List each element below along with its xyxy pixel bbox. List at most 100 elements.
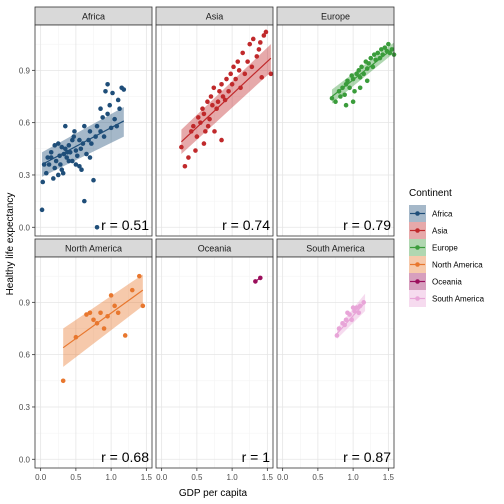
data-point <box>84 151 89 157</box>
data-point <box>107 102 113 108</box>
y-tick-label: 0.0 <box>19 223 31 232</box>
data-point <box>342 92 347 98</box>
data-point <box>77 137 82 143</box>
data-point <box>46 162 52 167</box>
data-point <box>70 137 75 143</box>
facet-strip-label-north-america: North America <box>65 244 122 254</box>
data-point <box>268 71 274 77</box>
data-point <box>91 317 96 323</box>
data-point <box>70 158 75 164</box>
correlation-label-asia: r = 0.74 <box>222 217 270 233</box>
data-point <box>40 179 46 185</box>
data-point <box>333 99 338 105</box>
data-point <box>259 75 265 80</box>
data-point <box>231 64 236 70</box>
legend-key-point <box>415 211 420 216</box>
regression-line-north-america <box>62 289 144 349</box>
data-point <box>345 78 350 84</box>
data-point <box>94 224 100 230</box>
data-point <box>87 155 93 160</box>
data-point <box>110 90 115 96</box>
data-point <box>382 45 388 50</box>
data-point <box>242 71 248 77</box>
facet-strip-label-asia: Asia <box>206 12 224 22</box>
data-point <box>112 303 117 309</box>
data-point <box>121 87 127 92</box>
data-point <box>66 158 72 164</box>
y-tick-label: 0.9 <box>19 66 31 75</box>
x-tick-label: 1.5 <box>262 473 274 482</box>
data-point <box>78 146 84 152</box>
data-point <box>122 333 128 338</box>
data-point <box>343 317 349 323</box>
data-point <box>233 76 238 82</box>
data-point <box>356 310 362 316</box>
data-point <box>45 155 50 160</box>
data-point <box>201 111 207 117</box>
data-point <box>334 333 340 338</box>
data-point <box>101 326 107 331</box>
data-point <box>261 33 267 38</box>
data-point <box>208 94 214 99</box>
regression-line-africa <box>41 120 125 166</box>
legend-label-north-america: North America <box>432 261 483 270</box>
x-tick-label: 0.0 <box>277 473 289 482</box>
x-tick-label: 0.0 <box>156 473 168 482</box>
facet-panel-africa: Africa r = 0.51 <box>34 6 153 237</box>
data-point <box>226 88 231 94</box>
legend-label-south-america: South America <box>432 295 485 304</box>
data-point <box>357 75 363 80</box>
legend-item-europe: Europe <box>409 239 458 256</box>
data-point <box>59 144 65 150</box>
data-point <box>364 78 370 84</box>
y-tick-label: 0.6 <box>19 351 31 360</box>
data-point <box>63 123 68 129</box>
data-point <box>52 165 58 171</box>
data-point <box>375 50 381 56</box>
data-point <box>39 207 45 213</box>
data-point <box>73 148 79 153</box>
data-point <box>82 123 87 129</box>
data-point <box>228 71 234 77</box>
data-point <box>43 170 49 176</box>
data-point <box>55 141 61 146</box>
data-point <box>186 155 191 160</box>
x-tick-label: 0.0 <box>35 473 47 482</box>
data-point <box>258 40 263 45</box>
data-point <box>64 155 70 160</box>
data-point <box>91 177 96 183</box>
data-point <box>77 163 82 169</box>
panel-border <box>276 24 395 237</box>
data-point <box>117 106 122 112</box>
data-point <box>140 303 146 309</box>
y-tick-label: 0.9 <box>19 298 31 307</box>
legend-label-asia: Asia <box>432 227 448 236</box>
data-point <box>82 198 87 204</box>
data-point <box>73 162 79 167</box>
data-point <box>105 81 110 87</box>
legend-key-point <box>415 296 420 301</box>
legend-label-oceania: Oceania <box>432 278 462 287</box>
data-point <box>205 123 211 129</box>
data-point <box>235 59 241 64</box>
data-point <box>179 144 184 150</box>
data-point <box>52 143 58 148</box>
data-point <box>329 95 335 101</box>
data-point <box>115 310 121 316</box>
facet-strip-label-south-america: South America <box>306 244 365 254</box>
panel-border <box>155 256 274 469</box>
panel-border <box>155 24 274 237</box>
facet-panel-north-america: North America r = 0.68 <box>34 238 153 469</box>
x-tick-label: 0.5 <box>191 473 203 482</box>
legend-item-north-america: North America <box>409 256 483 273</box>
correlation-label-north-america: r = 0.68 <box>101 449 149 465</box>
regression-line-asia <box>180 57 272 143</box>
facet-panel-asia: Asia r = 0.74 <box>155 6 274 237</box>
data-point <box>343 81 349 87</box>
data-point <box>188 129 194 134</box>
data-point <box>356 68 362 73</box>
x-tick-label: 1.0 <box>106 473 118 482</box>
data-point <box>71 134 77 139</box>
data-point <box>84 312 89 317</box>
data-point <box>238 85 243 91</box>
